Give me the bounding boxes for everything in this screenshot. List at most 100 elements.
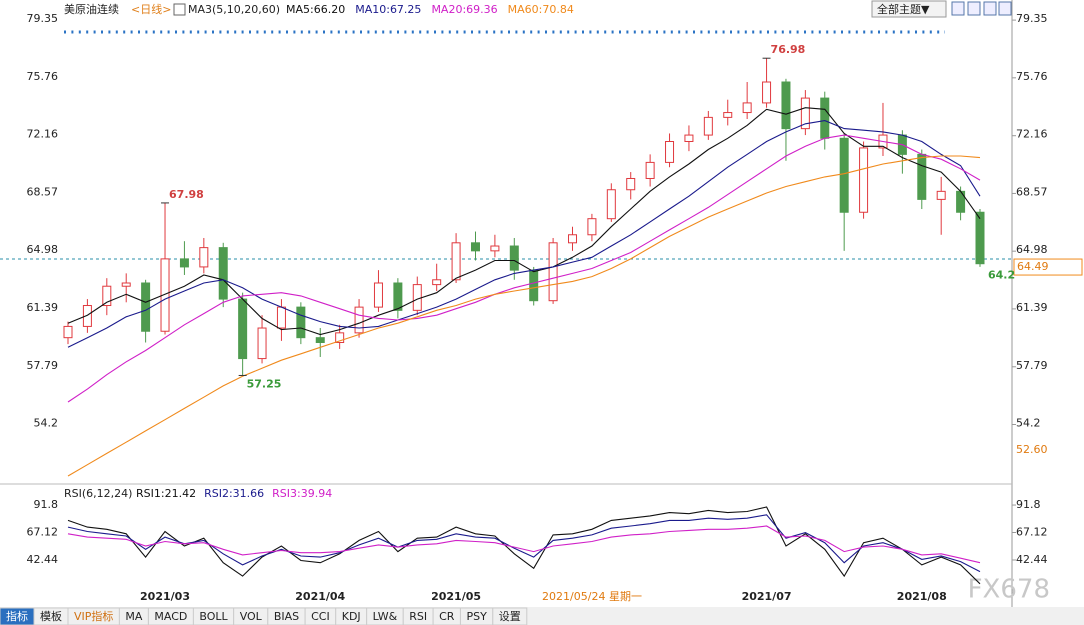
toolbar-tab[interactable]: VOL	[233, 607, 269, 625]
toolbar-tab[interactable]: KDJ	[335, 607, 368, 625]
y-tick-label: 61.39	[27, 301, 59, 314]
candle-body	[276, 306, 286, 329]
toolbar-tab[interactable]: RSI	[402, 607, 434, 625]
rsi-line	[67, 514, 981, 573]
tab-label[interactable]: VIP指标	[74, 609, 113, 623]
candle-body	[179, 258, 189, 268]
price-label-box	[1013, 258, 1083, 276]
tab-label[interactable]: LW&	[373, 610, 398, 623]
tab-label[interactable]: CCI	[311, 610, 330, 623]
rsi-legend-entry: RSI2:31.66	[204, 487, 264, 500]
candle-body	[645, 161, 655, 179]
candle-body	[587, 218, 597, 236]
tool-button[interactable]	[998, 1, 1012, 16]
candle-body	[820, 97, 830, 139]
toolbar-tab[interactable]: VIP指标	[67, 607, 120, 625]
rsi-tick-label: 91.8	[34, 498, 59, 511]
y-tick-label: 64.98	[27, 243, 59, 256]
toolbar-tab[interactable]: LW&	[366, 607, 404, 625]
theme-button[interactable]	[871, 0, 947, 18]
y-tick-label: 75.76	[27, 70, 59, 83]
period[interactable]: <日线>	[131, 2, 171, 16]
legend-entry: MA5:66.20	[286, 3, 345, 16]
low-annotation: 57.25	[247, 377, 282, 390]
theme-button-label[interactable]: 全部主题▼	[877, 2, 930, 16]
candle-body	[141, 282, 151, 332]
indicator: MA3(5,10,20,60)	[188, 3, 280, 16]
candle-body	[665, 141, 675, 163]
candle-body	[451, 242, 461, 281]
tab-label[interactable]: BOLL	[199, 610, 228, 623]
tab-label[interactable]: VOL	[240, 610, 263, 623]
tool-button[interactable]	[951, 1, 965, 16]
y-tick-label: 79.35	[27, 12, 59, 25]
cursor-date: 2021/05/24 星期一	[542, 590, 642, 603]
x-tick-label: 2021/07	[742, 590, 792, 603]
candle-body	[102, 285, 112, 307]
candle-body	[762, 81, 772, 104]
candle-body	[412, 284, 422, 311]
candle-body	[63, 325, 73, 339]
ma-line	[67, 120, 981, 348]
candle-body	[606, 189, 616, 220]
tool-button[interactable]	[983, 1, 997, 16]
ma-line	[67, 155, 981, 477]
rsi-tick-label-right: 67.12	[1016, 526, 1048, 539]
rsi-line	[67, 525, 981, 564]
y-tick-label-right: 64.98	[1016, 243, 1048, 256]
tab-bg	[492, 607, 528, 625]
rsi-legend-entry: RSI1:21.42	[136, 487, 196, 500]
price-label: 64.49	[1017, 260, 1049, 273]
x-tick-label: 2021/05	[431, 590, 481, 603]
indicator-icon	[173, 3, 186, 16]
y-tick-label-right: 54.2	[1016, 417, 1041, 430]
ma-line	[67, 107, 981, 336]
toolbar-tab[interactable]: 模板	[33, 607, 69, 625]
toolbar-tab[interactable]: 指标	[0, 607, 35, 625]
toolbar-tab[interactable]: BOLL	[192, 607, 235, 625]
toolbar-tab[interactable]: PSY	[459, 607, 494, 625]
toolbar-tab[interactable]: 设置	[492, 607, 528, 625]
legend-entry: MA10:67.25	[355, 3, 421, 16]
rsi-tick-label-right: 91.8	[1016, 498, 1041, 511]
candle-body	[121, 282, 131, 287]
tab-label[interactable]: 模板	[40, 609, 62, 623]
toolbar-tab[interactable]: MACD	[147, 607, 194, 625]
tab-label[interactable]: 指标	[6, 609, 28, 623]
candle-body	[917, 153, 927, 200]
candle-body	[432, 279, 442, 286]
candle-body	[936, 190, 946, 200]
y-tick-label-right: 79.35	[1016, 12, 1048, 25]
tab-label[interactable]: BIAS	[274, 610, 299, 623]
toolbar-tab[interactable]: MA	[118, 607, 149, 625]
tab-label[interactable]: PSY	[466, 610, 487, 623]
y-tick-label-right: 61.39	[1016, 301, 1048, 314]
candle-body	[354, 306, 364, 334]
candle-body	[509, 245, 519, 271]
tab-label[interactable]: MA	[125, 610, 142, 623]
toolbar-tab[interactable]: CR	[432, 607, 461, 625]
tab-label[interactable]: 设置	[499, 610, 521, 623]
low-marker: 52.60	[1016, 443, 1048, 456]
tab-label[interactable]: KDJ	[342, 610, 361, 623]
rsi-line	[67, 506, 981, 585]
toolbar-tab[interactable]: BIAS	[267, 607, 306, 625]
tab-label[interactable]: RSI	[409, 610, 427, 623]
candle-body	[529, 269, 539, 302]
tab-label[interactable]: CR	[439, 610, 455, 623]
candle-body	[315, 337, 325, 343]
rsi-legend-entry: RSI3:39.94	[272, 487, 332, 500]
symbol: 美原油连续	[64, 2, 119, 16]
candle-body	[393, 282, 403, 311]
candle-body	[742, 102, 752, 114]
tool-button[interactable]	[967, 1, 981, 16]
candle-body	[238, 298, 248, 360]
x-tick-label: 2021/03	[140, 590, 190, 603]
y-tick-label-right: 75.76	[1016, 70, 1048, 83]
tab-label[interactable]: MACD	[154, 610, 187, 623]
candle-body	[218, 247, 228, 300]
toolbar-tab[interactable]: CCI	[304, 607, 337, 625]
y-tick-label: 54.2	[34, 417, 59, 430]
candle-body	[975, 211, 985, 265]
candle-body	[470, 242, 480, 252]
